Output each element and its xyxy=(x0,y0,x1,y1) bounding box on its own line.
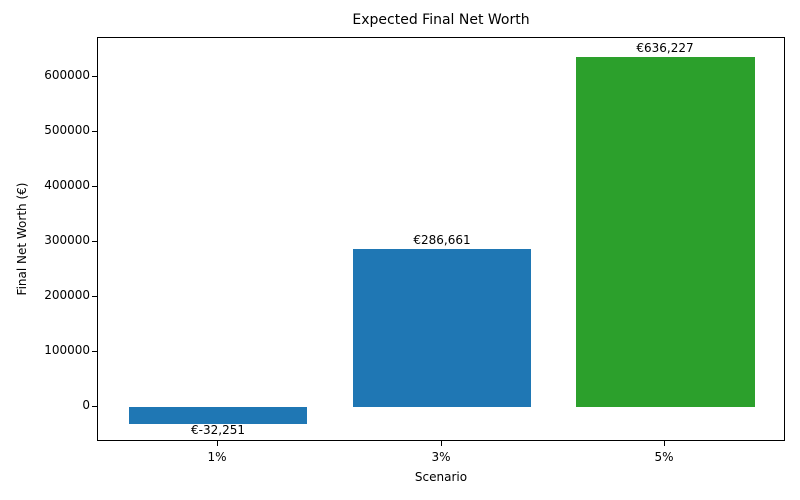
ytick-mark xyxy=(92,406,97,407)
bar-value-label-1pct: €-32,251 xyxy=(191,423,245,437)
bar-3pct xyxy=(353,249,531,407)
ytick-label: 600000 xyxy=(44,68,90,82)
ytick-mark xyxy=(92,186,97,187)
y-axis-label: Final Net Worth (€) xyxy=(15,182,29,296)
plot-area: €-32,251 €286,661 €636,227 xyxy=(97,37,785,441)
bar-5pct xyxy=(576,57,755,407)
chart-title: Expected Final Net Worth xyxy=(352,12,530,28)
ytick-mark xyxy=(92,351,97,352)
xtick-mark xyxy=(217,441,218,446)
xtick-label-1pct: 1% xyxy=(207,450,227,464)
ytick-mark xyxy=(92,76,97,77)
ytick-label: 200000 xyxy=(44,288,90,302)
ytick-label: 400000 xyxy=(44,178,90,192)
ytick-label: 500000 xyxy=(44,123,90,137)
xtick-mark xyxy=(664,441,665,446)
ytick-mark xyxy=(92,241,97,242)
xtick-label-3pct: 3% xyxy=(431,450,451,464)
bar-1pct xyxy=(129,407,307,424)
xtick-mark xyxy=(441,441,442,446)
ytick-label: 300000 xyxy=(44,233,90,247)
bar-value-label-3pct: €286,661 xyxy=(413,233,471,247)
ytick-label: 0 xyxy=(82,398,90,412)
bar-value-label-5pct: €636,227 xyxy=(636,41,694,55)
ytick-mark xyxy=(92,296,97,297)
x-axis-label: Scenario xyxy=(414,470,468,484)
ytick-mark xyxy=(92,131,97,132)
ytick-label: 100000 xyxy=(44,343,90,357)
xtick-label-5pct: 5% xyxy=(654,450,674,464)
